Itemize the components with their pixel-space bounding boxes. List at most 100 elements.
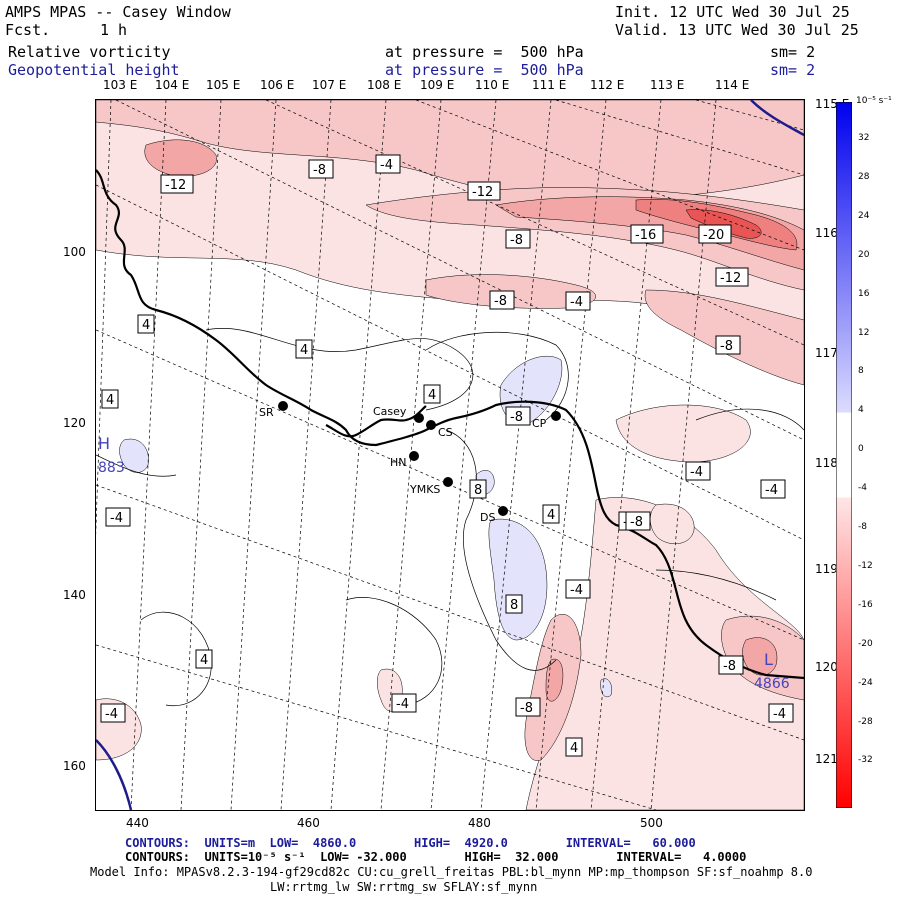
contour-label: -12 [715, 267, 749, 287]
contour-label: -4 [768, 703, 794, 723]
contour-label-text: -4 [396, 697, 409, 712]
contour-label: -16 [630, 224, 664, 244]
low-value: 4866 [754, 676, 790, 692]
contour-label-box [137, 314, 155, 334]
station-label: CS [438, 426, 453, 439]
contour-label-text: -4 [105, 707, 118, 722]
positive-vorticity-shading [119, 355, 612, 698]
contour-label: 4 [101, 389, 119, 409]
top-lon-label: 109 E [420, 78, 455, 92]
station-label: HN [390, 456, 407, 469]
contour-label: -4 [760, 479, 786, 499]
footer-contours-height: CONTOURS: UNITS=m LOW= 4860.0 HIGH= 4920… [125, 836, 696, 850]
station-marker [498, 506, 508, 516]
contour-label: 4 [137, 314, 155, 334]
contour-label: 4 [565, 737, 583, 757]
top-lon-label: 103 E [103, 78, 138, 92]
station-casey: Casey [373, 405, 424, 423]
contour-label-box [698, 224, 732, 244]
bottom-x-tick: 460 [297, 816, 320, 830]
contour-label-text: -4 [765, 483, 778, 498]
colorbar-label: 12 [858, 327, 870, 338]
station-ymks: YMKS [409, 477, 453, 496]
contour-label-text: 4 [547, 508, 555, 523]
map-panel: -12 -8 -4 -12 -8 -16 -20 -4 -12 -8 -8 4 4 4 -8 -4 -4 8 -8 4… [95, 99, 805, 811]
contour-label-text: -12 [165, 178, 186, 193]
contour-label-box [715, 335, 741, 355]
contour-label-box [630, 224, 664, 244]
colorbar-label: 24 [858, 210, 870, 221]
bottom-x-tick: 500 [640, 816, 663, 830]
contour-label-box [100, 703, 126, 723]
colorbar-label: 16 [858, 288, 870, 299]
contour-label-text: -8 [720, 339, 733, 354]
field1-level: at pressure = 500 hPa [385, 43, 584, 61]
contour-label-text: 4 [200, 653, 208, 668]
contour-label-box [625, 511, 651, 531]
contour-label: -8 [505, 229, 531, 249]
contour-label: -20 [698, 224, 732, 244]
negative-vorticity-shading [96, 100, 804, 810]
top-lon-label: 107 E [312, 78, 347, 92]
contour-label: -4 [565, 579, 591, 599]
contour-label-box [375, 154, 401, 174]
field1-name: Relative vorticity [8, 43, 171, 61]
contour-label-box [565, 291, 591, 311]
contour-label-text: -4 [380, 158, 393, 173]
contour-label-text: -8 [494, 294, 507, 309]
contour-label-box [423, 384, 441, 404]
contour-label-text: 8 [474, 483, 482, 498]
top-lon-label: 104 E [155, 78, 190, 92]
colorbar-label: -32 [858, 755, 873, 766]
fcst-label: Fcst. [5, 21, 51, 39]
contour-label-box [505, 229, 531, 249]
geopotential-height-contours [96, 100, 804, 810]
contour-label-box [101, 389, 119, 409]
contour-label: -8 [718, 655, 744, 675]
colorbar-label: 32 [858, 133, 870, 143]
colorbar-label: 28 [858, 171, 870, 182]
field1-sm: sm= 2 [770, 43, 816, 61]
colorbar-label: -16 [858, 599, 873, 610]
station-label: YMKS [409, 483, 440, 496]
zero-vorticity-contours [96, 328, 804, 707]
station-cp: CP [532, 411, 561, 430]
station-marker [426, 420, 436, 430]
field2-name: Geopotential height [8, 61, 180, 79]
contour-label-text: -4 [110, 511, 123, 526]
contour-label-text: -12 [472, 185, 493, 200]
contour-label: -4 [391, 693, 417, 713]
high-value: 883 [98, 460, 125, 476]
contour-label-box [195, 649, 213, 669]
contour-label-box [760, 479, 786, 499]
top-lon-label: 114 E [715, 78, 750, 92]
contour-label-box [505, 594, 523, 614]
contour-label: 8 [469, 479, 487, 499]
top-lon-label: 112 E [590, 78, 625, 92]
shade-pos-se-small [600, 678, 612, 698]
low-symbol: L [764, 650, 773, 669]
contour-label: -4 [565, 291, 591, 311]
contour-label-box [715, 267, 749, 287]
contour-label: -4 [375, 154, 401, 174]
vorticity-map: -12 -8 -4 -12 -8 -16 -20 -4 -12 -8 -8 4 4 4 -8 -4 -4 8 -8 4… [96, 100, 804, 810]
colorbar-label: 20 [858, 249, 870, 260]
footer-model-info-2: LW:rrtmg_lw SW:rrtmg_sw SFLAY:sf_mynn [270, 880, 538, 894]
station-marker [278, 401, 288, 411]
station-label: CP [532, 417, 547, 430]
station-marker [414, 413, 424, 423]
shade-neg-band-north-2 [96, 100, 804, 202]
contour-label: -8 [489, 290, 515, 310]
station-label: SR [259, 406, 274, 419]
contour-label: -8 [515, 697, 541, 717]
station-sr: SR [259, 401, 288, 419]
contour-label-text: -4 [773, 707, 786, 722]
contour-label-text: -4 [570, 295, 583, 310]
contour-label-box [505, 406, 531, 426]
contour-label: 4 [542, 504, 560, 524]
contour-label-box [685, 461, 711, 481]
station-label: DS [480, 511, 495, 524]
left-y-tick: 140 [63, 588, 86, 602]
contour-label-text: -20 [703, 228, 724, 243]
top-lon-label: 110 E [475, 78, 510, 92]
